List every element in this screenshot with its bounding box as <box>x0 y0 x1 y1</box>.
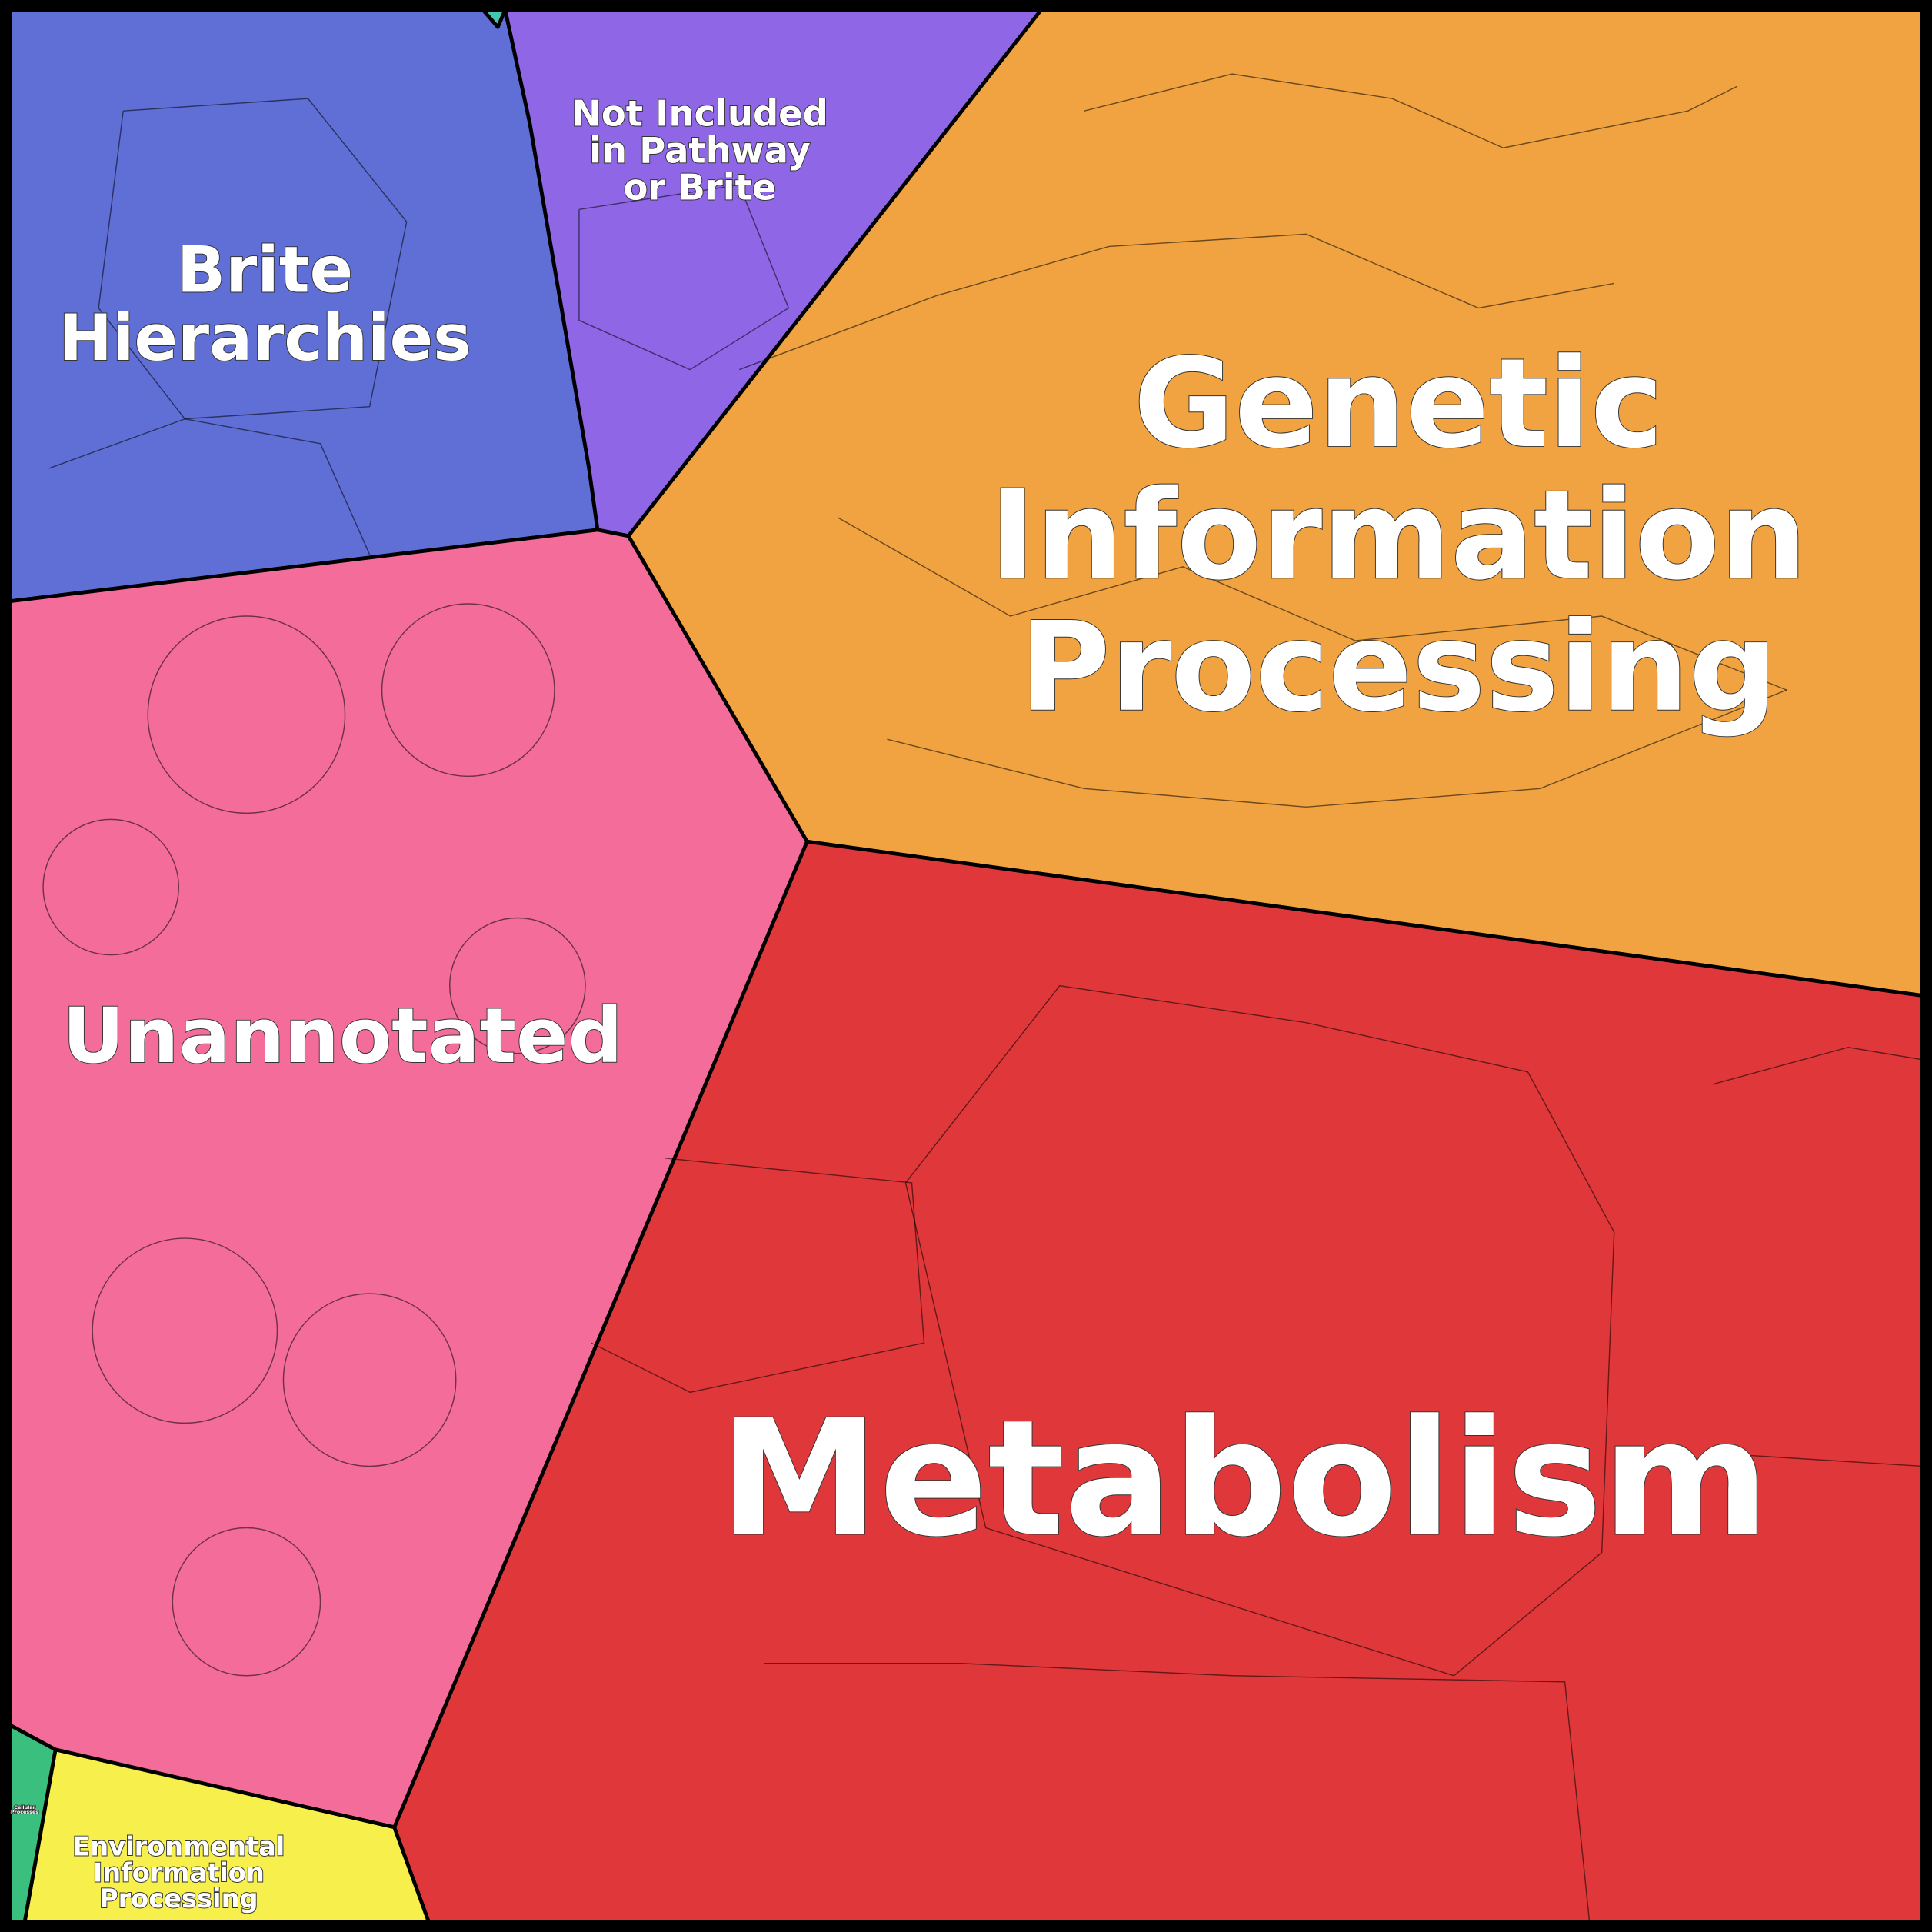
cell <box>147 615 346 814</box>
region-label: Cellular Processes <box>11 1804 38 1815</box>
region-label: Metabolism <box>720 1387 1769 1573</box>
label-line: in Pathway <box>589 129 811 171</box>
small-region <box>481 8 508 29</box>
label-line: Information <box>990 463 1807 607</box>
cell <box>42 818 180 956</box>
cell <box>172 1527 321 1677</box>
cell <box>449 917 586 1054</box>
region-label: Brite Hierarchies <box>58 233 471 375</box>
label-line: Information <box>93 1857 265 1887</box>
cell <box>1712 1046 1923 1085</box>
cell <box>282 1293 457 1467</box>
cell <box>904 984 1615 1677</box>
label-line: Not Included <box>571 92 828 134</box>
label-line: Processing <box>1020 595 1777 739</box>
region-label: Genetic Information Processing <box>990 331 1807 739</box>
region-label: Environmental Information Processing <box>72 1832 285 1914</box>
cell <box>764 1663 1591 1923</box>
region-label: Not Included in Pathway or Brite <box>571 92 828 208</box>
cell <box>48 418 371 555</box>
label-line: Brite <box>177 233 353 308</box>
region-label: Unannotated <box>62 992 622 1081</box>
cell <box>1724 1453 1923 1467</box>
label-line: Metabolism <box>720 1387 1769 1573</box>
label-line: Processes <box>11 1809 38 1815</box>
label-line: Genetic <box>1134 331 1664 475</box>
cell <box>887 689 1787 808</box>
cell <box>381 603 555 778</box>
cell <box>1084 73 1738 148</box>
cell <box>838 517 1787 691</box>
label-line: or Brite <box>624 167 777 208</box>
cell <box>98 98 408 420</box>
cells <box>42 73 1923 1923</box>
cellular-region <box>8 1723 58 1924</box>
label-line: Unannotated <box>62 992 622 1081</box>
cell <box>591 1158 925 1394</box>
label-line: Cellular <box>14 1804 35 1810</box>
cell <box>92 1237 278 1424</box>
label-line: Environmental <box>72 1832 285 1862</box>
label-line: Hierarchies <box>58 301 471 375</box>
label-line: Processing <box>99 1884 258 1914</box>
cell <box>578 184 790 371</box>
cell <box>738 233 1614 371</box>
